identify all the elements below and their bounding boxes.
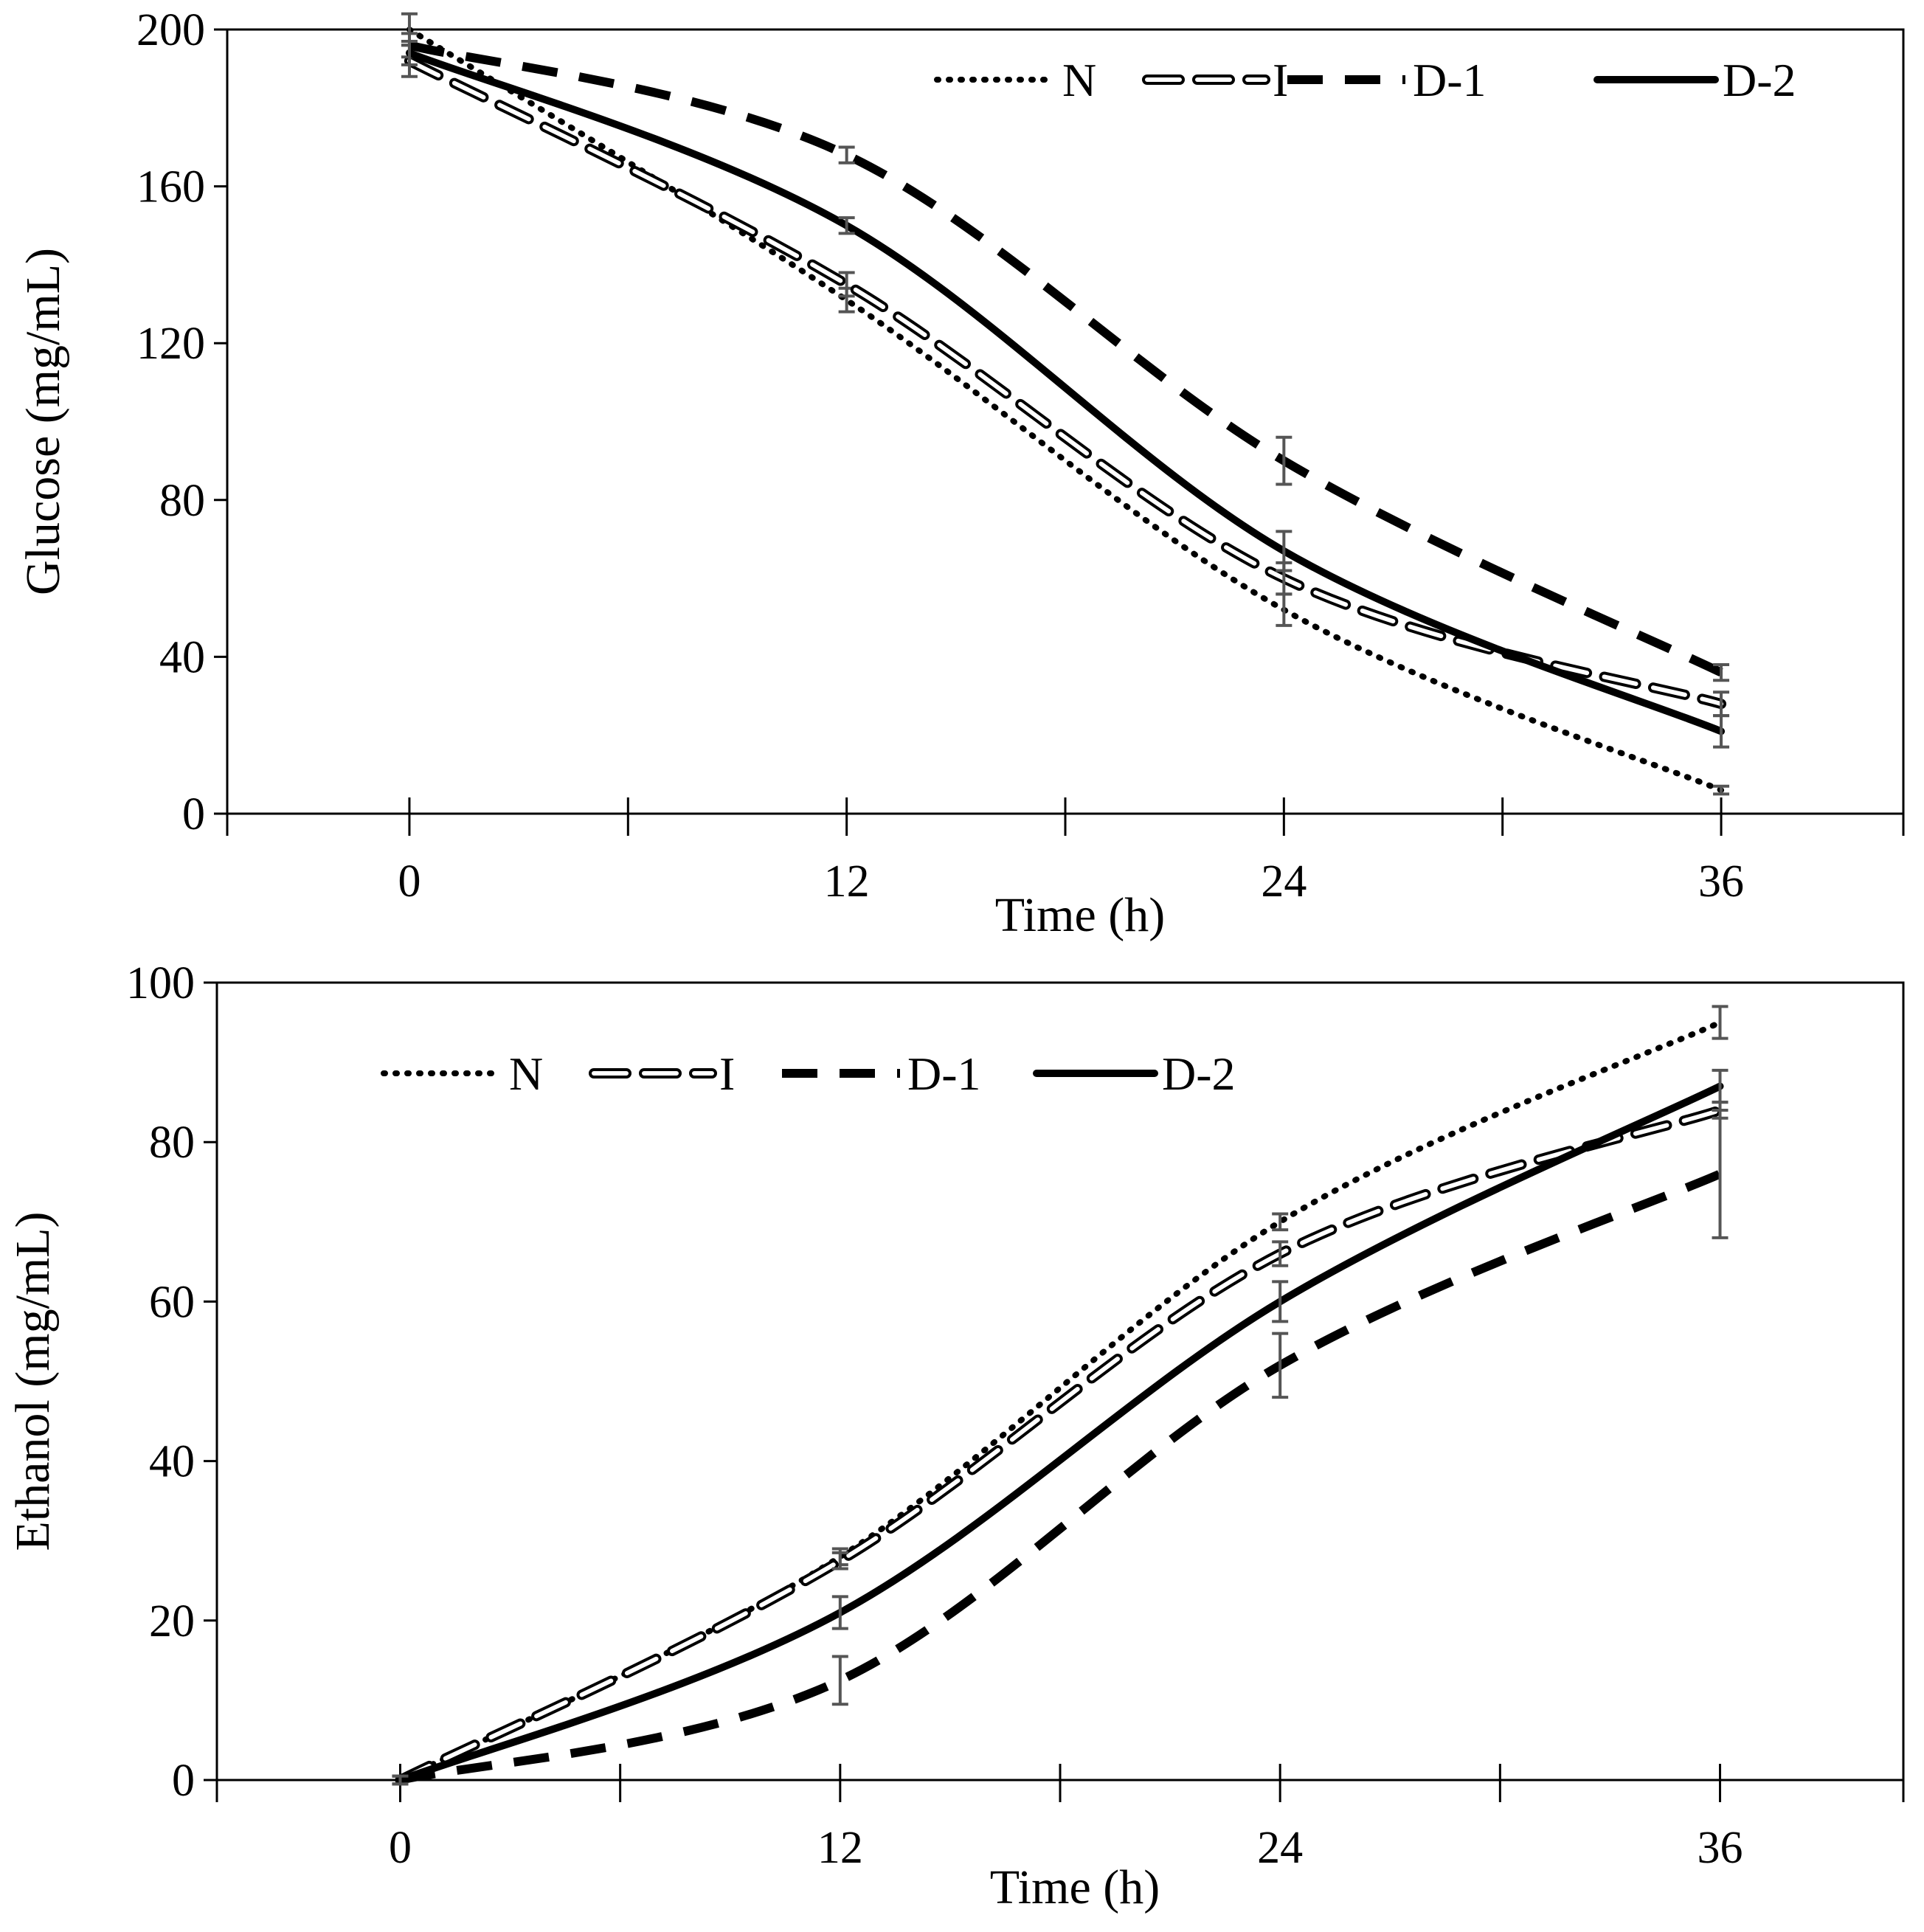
ethanol-series-d-2-line: [396, 1082, 1724, 1784]
ethanol-xtick-label: 24: [1257, 1823, 1303, 1873]
ethanol-legend: N I D-1 D-2: [381, 1048, 1236, 1100]
glucose-xtick-label: 12: [824, 856, 870, 907]
glucose-xtick-label: 0: [398, 856, 421, 907]
glucose-ytick-label: 40: [159, 632, 205, 682]
ethanol-ytick-label: 40: [149, 1437, 195, 1487]
ethanol-xtick-label: 0: [389, 1823, 412, 1873]
glucose-ytick-label: 200: [136, 5, 205, 55]
glucose-legend-label-n: N: [1062, 54, 1096, 106]
glucose-chart: 0 40 80 120 160 200 0 12 24 36 Time (h) Glucose (mg…: [16, 5, 1905, 942]
ethanol-x-axis-title: Time (h): [990, 1860, 1160, 1914]
glucose-xtick-label: 36: [1698, 856, 1744, 907]
ethanol-series-i-inner: [398, 1107, 1723, 1782]
glucose-x-axis-title: Time (h): [995, 888, 1165, 942]
ethanol-legend-label-n: N: [509, 1048, 543, 1100]
glucose-ytick-label: 120: [136, 319, 205, 369]
glucose-series-d-1-line: [408, 41, 1723, 677]
glucose-legend-label-d-2: D-2: [1723, 54, 1796, 106]
ethanol-ytick-label: 100: [126, 958, 195, 1008]
ethanol-ytick-label: 80: [149, 1118, 195, 1168]
ethanol-legend-label-d-2: D-2: [1162, 1048, 1236, 1100]
glucose-xtick-label: 24: [1261, 856, 1307, 907]
glucose-series-n-line: [406, 27, 1725, 794]
ethanol-xtick-label: 36: [1698, 1823, 1743, 1873]
ethanol-plot-frame: [215, 981, 1905, 1782]
glucose-legend-label-d-1: D-1: [1413, 54, 1487, 106]
ethanol-series-n-line: [397, 1019, 1723, 1783]
glucose-ytick-label: 160: [136, 162, 205, 212]
ethanol-xtick-label: 12: [817, 1823, 863, 1873]
ethanol-legend-label-i: I: [719, 1048, 735, 1100]
glucose-ytick-label: 0: [182, 789, 205, 839]
ethanol-ytick-label: 20: [149, 1596, 195, 1647]
glucose-y-axis-title: Glucose (mg/mL): [16, 248, 70, 595]
glucose-ytick-label: 80: [159, 476, 205, 526]
ethanol-legend-label-d-1: D-1: [907, 1048, 981, 1100]
glucose-plot-frame: [226, 28, 1905, 815]
glucose-legend-label-i: I: [1273, 54, 1288, 106]
glucose-legend: N I D-1 D-2: [934, 54, 1796, 106]
ethanol-series-i-line: [395, 1104, 1726, 1785]
ethanol-chart: 0 20 40 60 80 100 0 12 24 36 Time (h) Ethanol (mg/m…: [6, 958, 1905, 1914]
glucose-series-i-inner: [406, 58, 1724, 707]
glucose-series-d-2-line: [405, 49, 1726, 735]
ethanol-y-axis-title: Ethanol (mg/mL): [6, 1211, 60, 1551]
ethanol-ytick-label: 0: [172, 1756, 195, 1806]
ethanol-ytick-label: 60: [149, 1277, 195, 1327]
